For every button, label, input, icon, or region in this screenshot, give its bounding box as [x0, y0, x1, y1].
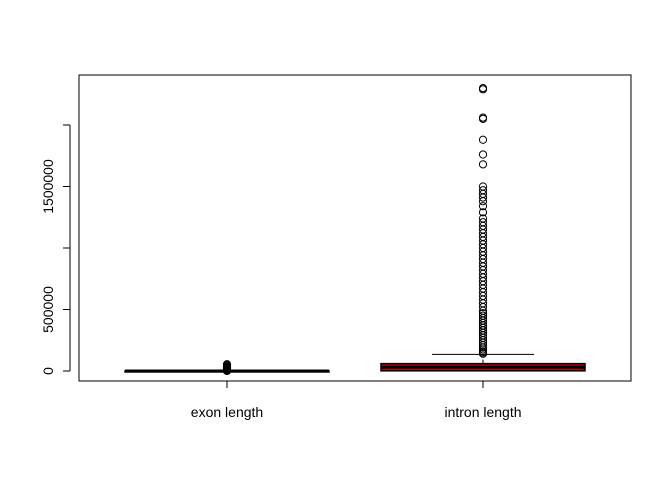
- plot-frame: [78, 74, 632, 382]
- box-group: [124, 84, 586, 376]
- y-tick-label: 500000: [40, 286, 56, 333]
- outlier-point: [478, 202, 488, 211]
- outlier-point: [478, 218, 488, 227]
- outlier-point: [478, 84, 488, 93]
- outlier-point: [478, 311, 488, 320]
- outlier-point: [478, 150, 488, 159]
- box-1: [380, 84, 586, 372]
- box-0: [124, 360, 330, 376]
- outlier-point: [478, 208, 488, 217]
- x-tick-label: exon length: [191, 404, 263, 420]
- x-tick-label: intron length: [444, 404, 521, 420]
- y-tick-label: 0: [40, 367, 56, 375]
- outlier-point: [478, 113, 488, 122]
- x-axis: exon length intron length: [191, 381, 522, 420]
- outlier-point: [478, 186, 488, 195]
- outlier-point: [478, 182, 488, 191]
- outlier-point: [222, 360, 232, 369]
- outlier-point: [478, 214, 488, 223]
- y-axis: 0 500000 1500000: [40, 124, 71, 375]
- outlier-point: [478, 135, 488, 144]
- outlier-point: [478, 309, 488, 318]
- y-tick-label: 1500000: [40, 159, 56, 214]
- outlier-point: [478, 160, 488, 169]
